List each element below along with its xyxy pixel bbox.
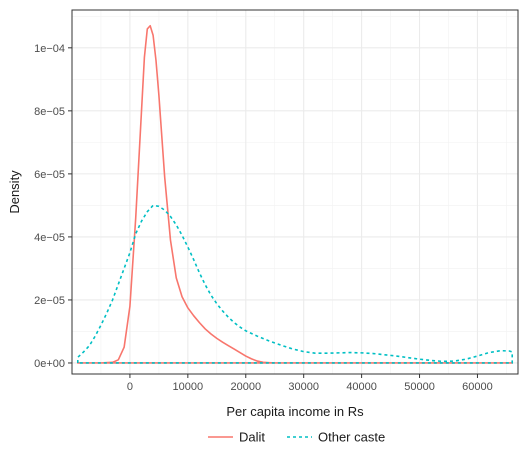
x-tick-label: 20000 xyxy=(230,381,261,393)
y-axis: 0e+00 2e−05 4e−05 6e−05 8e−05 1e−04 xyxy=(34,43,72,370)
y-tick-label: 4e−05 xyxy=(34,232,65,244)
x-axis: 0 10000 20000 30000 40000 50000 60000 xyxy=(127,374,493,393)
x-tick-label: 30000 xyxy=(288,381,319,393)
legend-label: Other caste xyxy=(318,430,385,445)
legend: Dalit Other caste xyxy=(208,430,385,445)
y-tick-label: 8e−05 xyxy=(34,106,65,118)
series-line-dalit xyxy=(76,24,514,364)
y-tick-label: 0e+00 xyxy=(34,358,65,370)
panel-border xyxy=(71,9,519,375)
series-line-other-caste xyxy=(76,204,514,364)
x-tick-label: 10000 xyxy=(173,381,204,393)
y-axis-title: Density xyxy=(7,170,22,214)
x-tick-label: 60000 xyxy=(462,381,493,393)
x-tick-label: 50000 xyxy=(404,381,435,393)
x-tick-label: 0 xyxy=(127,381,133,393)
legend-item-other-caste: Other caste xyxy=(287,430,385,445)
legend-item-dalit: Dalit xyxy=(208,430,265,445)
y-tick-label: 1e−04 xyxy=(34,43,65,55)
minor-gridlines xyxy=(72,10,518,374)
x-axis-title: Per capita income in Rs xyxy=(226,404,364,419)
y-tick-label: 2e−05 xyxy=(34,295,65,307)
legend-label: Dalit xyxy=(239,430,265,445)
y-tick-label: 6e−05 xyxy=(34,169,65,181)
series-layer xyxy=(76,24,514,364)
x-tick-label: 40000 xyxy=(346,381,377,393)
